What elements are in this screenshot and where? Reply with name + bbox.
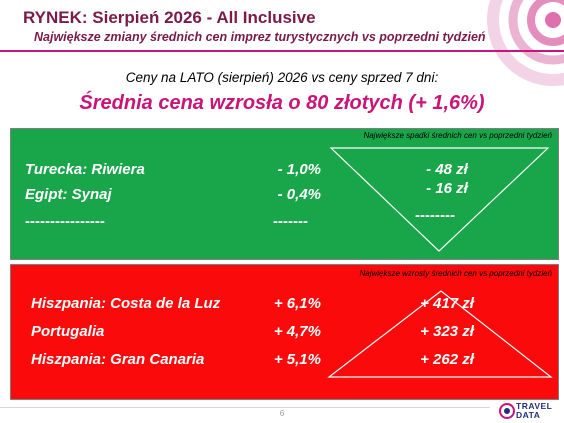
down-triangle-shape <box>329 147 550 252</box>
percent-change: - 1,0% <box>277 161 321 178</box>
decreases-note: Największe spadki średnich cen vs poprze… <box>363 131 552 140</box>
destination-name: Turecka: Riwiera <box>25 161 145 178</box>
concentric-circles-decoration <box>487 0 564 86</box>
intro-text: Ceny na LATO (sierpień) 2026 vs ceny spr… <box>125 70 439 85</box>
page-number: 6 <box>279 409 285 418</box>
decreases-panel: Największe spadki średnich cen vs poprze… <box>10 128 559 260</box>
header-divider <box>0 50 564 52</box>
logo-text-travel: TRAVEL <box>516 401 553 411</box>
headline-average-price: Średnia cena wzrosła o 80 złotych (+ 1,6… <box>79 92 485 114</box>
placeholder-dashes-pct: ------- <box>273 213 308 230</box>
amount-change: - 16 zł <box>426 180 468 197</box>
percent-change: - 0,4% <box>277 186 321 203</box>
destination-name: Hiszpania: Costa de la Luz <box>31 295 221 312</box>
amount-change: + 262 zł <box>420 351 474 368</box>
slide-title: RYNEK: Sierpień 2026 - All Inclusive <box>23 8 316 27</box>
percent-change: + 6,1% <box>273 295 321 312</box>
decrease-row: Egipt: Synaj - 0,4% <box>11 186 560 208</box>
increase-row: Portugalia + 4,7% + 323 zł <box>11 323 560 345</box>
slide-header: RYNEK: Sierpień 2026 - All Inclusive Naj… <box>0 0 564 86</box>
increase-row: Hiszpania: Costa de la Luz + 6,1% + 417 … <box>11 295 560 317</box>
travel-data-logo: TRAVEL DATA <box>498 400 562 422</box>
percent-change: + 4,7% <box>273 323 321 340</box>
decrease-amount-row: - 16 zł <box>11 180 560 202</box>
percent-change: + 5,1% <box>273 351 321 368</box>
destination-name: Portugalia <box>31 323 105 340</box>
decrease-row: Turecka: Riwiera - 1,0% - 48 zł <box>11 161 560 183</box>
amount-change: - 48 zł <box>426 161 468 178</box>
slide-subtitle: Największe zmiany średnich cen imprez tu… <box>34 30 486 44</box>
up-triangle-shape <box>327 290 553 378</box>
logo-swirl-icon <box>499 403 515 419</box>
increase-row: Hiszpania: Gran Canaria + 5,1% + 262 zł <box>11 351 560 373</box>
logo-text-data: DATA <box>516 410 541 420</box>
increases-panel: Największe wzrosty średnich cen vs poprz… <box>10 264 559 400</box>
footer-divider <box>0 407 490 408</box>
increases-note: Największe wzrosty średnich cen vs poprz… <box>359 269 552 278</box>
placeholder-dashes-amount: -------- <box>415 207 455 224</box>
placeholder-dashes-name: ---------------- <box>25 213 105 230</box>
amount-change: + 323 zł <box>420 323 474 340</box>
amount-change: + 417 zł <box>420 295 474 312</box>
destination-name: Hiszpania: Gran Canaria <box>31 351 205 368</box>
destination-name: Egipt: Synaj <box>25 186 112 203</box>
